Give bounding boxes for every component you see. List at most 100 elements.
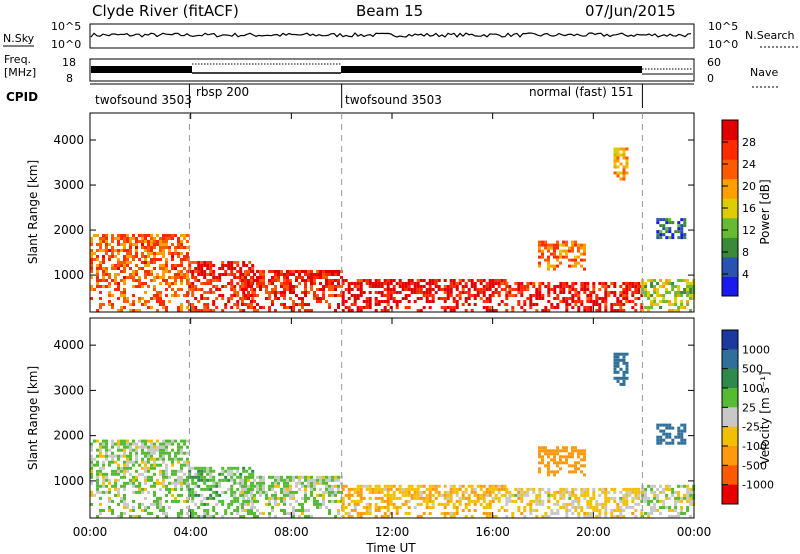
power-cell <box>177 276 180 279</box>
power-cell <box>659 233 663 237</box>
velocity-cell <box>613 352 617 356</box>
power-cell <box>162 276 165 279</box>
power-cell <box>96 264 99 267</box>
power-cell <box>298 270 301 273</box>
velocity-cell <box>656 438 660 442</box>
velocity-cell <box>497 499 501 503</box>
power-cell <box>404 294 408 297</box>
velocity-cell <box>105 484 108 488</box>
power-cell <box>644 288 648 291</box>
power-cell <box>334 294 337 297</box>
velocity-cell <box>307 509 310 512</box>
velocity-cell <box>307 484 310 488</box>
velocity-cell <box>571 499 575 503</box>
velocity-cell <box>230 499 234 503</box>
power-cell <box>138 309 141 312</box>
velocity-cell <box>356 490 360 494</box>
power-cell <box>583 285 587 288</box>
velocity-cell <box>508 490 512 494</box>
power-cell <box>337 270 340 273</box>
velocity-cell <box>298 502 301 506</box>
power-cell <box>241 300 244 303</box>
power-cell <box>577 249 580 253</box>
velocity-cell <box>401 487 405 491</box>
power-cell <box>265 297 268 300</box>
noise-sky-trace <box>90 32 692 38</box>
velocity-cell <box>544 446 547 450</box>
velocity-cell <box>147 478 150 482</box>
power-cell <box>517 282 521 285</box>
power-cell <box>407 285 411 288</box>
velocity-cell <box>141 490 144 494</box>
velocity-cell <box>171 463 174 467</box>
power-cell <box>135 309 138 312</box>
power-cell <box>538 291 542 294</box>
velocity-cell <box>598 502 602 506</box>
power-cell <box>247 273 250 276</box>
velocity-cell <box>559 506 563 509</box>
power-cell <box>413 300 417 303</box>
power-cell <box>212 291 216 294</box>
power-cell <box>565 252 568 256</box>
velocity-cell <box>215 493 219 497</box>
velocity-cell <box>295 490 298 494</box>
power-cell <box>662 282 666 285</box>
velocity-cell <box>262 490 265 494</box>
power-cell <box>532 294 536 297</box>
velocity-cell <box>120 469 123 473</box>
power-cell <box>541 309 545 312</box>
power-cell <box>574 300 578 303</box>
power-cell <box>289 282 292 285</box>
power-cell <box>171 294 174 297</box>
velocity-cell <box>105 454 108 458</box>
power-cell <box>547 255 550 259</box>
power-cell <box>547 267 550 271</box>
power-cell <box>500 288 504 291</box>
velocity-cell <box>568 452 571 456</box>
power-cell <box>150 258 153 261</box>
power-cell <box>659 230 663 234</box>
power-cell <box>159 246 162 249</box>
power-cell <box>138 297 141 300</box>
velocity-cell <box>165 466 168 470</box>
velocity-cell <box>129 442 132 446</box>
velocity-cell <box>159 457 162 461</box>
power-cell <box>108 291 111 294</box>
power-cell <box>301 276 304 279</box>
velocity-cell <box>622 355 626 359</box>
power-cell <box>159 294 162 297</box>
power-cell <box>559 288 563 291</box>
velocity-cell <box>174 439 177 443</box>
power-cell <box>253 279 256 282</box>
power-cell <box>150 261 153 264</box>
velocity-cell <box>523 509 527 512</box>
power-cell <box>144 255 147 258</box>
velocity-cell <box>416 493 420 497</box>
power-cell <box>416 288 420 291</box>
power-cell <box>689 285 693 288</box>
power-cell <box>631 285 635 288</box>
velocity-cell <box>553 470 556 474</box>
power-cell <box>677 294 681 297</box>
power-cell <box>461 285 465 288</box>
power-cell <box>209 279 213 282</box>
power-cell <box>244 285 247 288</box>
power-cell <box>547 285 551 288</box>
power-cell <box>117 252 120 255</box>
velocity-cell <box>640 509 644 512</box>
power-cell <box>132 237 135 240</box>
velocity-cell <box>662 490 666 494</box>
velocity-cell <box>446 490 450 494</box>
power-cell <box>126 300 129 303</box>
velocity-cell <box>230 502 234 506</box>
power-cell <box>165 258 168 261</box>
power-cell <box>526 282 530 285</box>
power-cell <box>656 233 660 237</box>
velocity-cell <box>90 493 93 497</box>
power-cell <box>577 243 580 247</box>
power-cell <box>592 282 596 285</box>
power-cell <box>268 294 271 297</box>
power-cell <box>96 273 99 276</box>
power-cell <box>580 282 584 285</box>
power-cell <box>622 168 626 172</box>
